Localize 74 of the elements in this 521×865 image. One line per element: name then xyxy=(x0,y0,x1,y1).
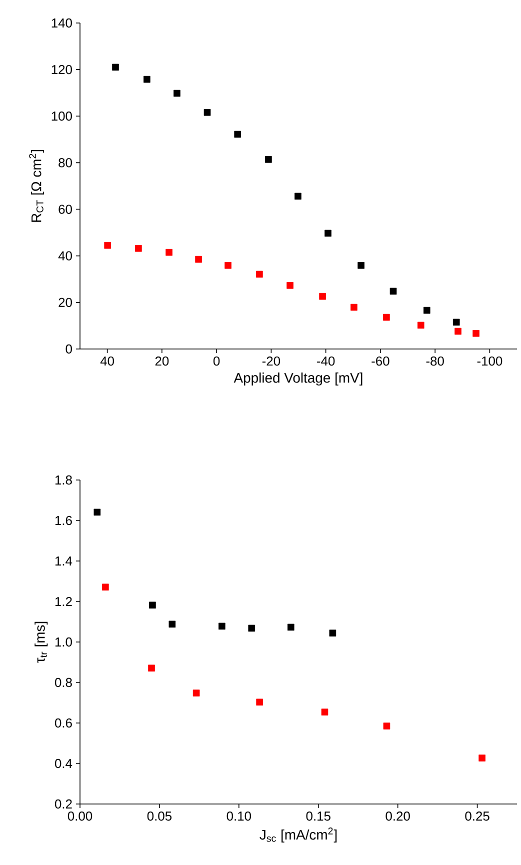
point xyxy=(102,584,109,591)
y-tick-label: 1.4 xyxy=(55,556,72,566)
point xyxy=(329,630,336,636)
point xyxy=(324,230,332,237)
y-tick-label: 120 xyxy=(52,64,72,74)
point xyxy=(218,622,226,630)
point xyxy=(112,64,119,71)
y-tick-label: 1.8 xyxy=(55,475,72,485)
point xyxy=(472,330,480,337)
point xyxy=(248,624,256,632)
point xyxy=(321,708,328,716)
x-tick-label: 0.10 xyxy=(226,812,252,821)
point xyxy=(383,314,390,321)
point xyxy=(286,282,294,289)
x-tick-label: 0.25 xyxy=(465,812,490,821)
y-tick-label: 0.2 xyxy=(54,799,72,809)
point xyxy=(417,322,424,329)
y-tick-label: 40 xyxy=(58,251,72,260)
point xyxy=(390,288,397,295)
y-tick-label: 1.6 xyxy=(55,516,72,526)
point xyxy=(135,245,142,252)
x-tick-label: -40 xyxy=(317,356,335,366)
point xyxy=(104,242,111,249)
x-tick-label: 0.15 xyxy=(306,812,330,821)
y-tick-label: 80 xyxy=(58,158,72,168)
x-tick-label: 0.05 xyxy=(147,812,172,821)
y-tick-label: 100 xyxy=(52,112,72,121)
x-tick-label: 40 xyxy=(100,356,114,366)
y-tick-label: 60 xyxy=(58,204,72,214)
point xyxy=(256,270,263,278)
y-tick-label: 1.2 xyxy=(55,596,72,606)
x-tick-label: -60 xyxy=(372,356,390,366)
point xyxy=(148,664,155,672)
point xyxy=(454,328,462,335)
x-tick-label: -80 xyxy=(426,356,444,366)
x-axis-title: Applied Voltage [mV] xyxy=(234,372,362,386)
x-tick-label: -20 xyxy=(262,356,280,366)
point xyxy=(350,304,358,311)
point xyxy=(166,248,172,256)
x-axis-title: J$_{sc}$ [mA/cm$^{2}$] xyxy=(260,828,337,842)
x-tick-label: 0 xyxy=(213,356,220,366)
point xyxy=(294,192,302,200)
x-tick-label: 0.20 xyxy=(386,812,410,821)
point xyxy=(265,156,272,163)
point xyxy=(256,698,263,706)
y-tick-label: 140 xyxy=(52,18,72,28)
x-tick-label: 0.00 xyxy=(68,812,92,821)
point xyxy=(224,262,232,269)
point xyxy=(144,76,150,83)
point xyxy=(358,262,364,269)
point xyxy=(192,690,200,696)
point xyxy=(204,109,211,116)
point xyxy=(174,90,180,97)
point xyxy=(195,256,202,263)
y-axis-title: τ$_{tr}$ [ms] xyxy=(34,622,48,663)
point xyxy=(287,624,294,631)
point xyxy=(478,754,486,762)
x-tick-label: 20 xyxy=(155,356,169,366)
point xyxy=(168,620,176,628)
y-axis-title: R$_{CT}$ [Ω cm$^{2}$] xyxy=(29,150,44,222)
y-tick-label: 0.4 xyxy=(54,758,72,768)
y-tick-label: 0.8 xyxy=(54,678,72,688)
y-tick-label: 1.0 xyxy=(55,637,72,647)
point xyxy=(319,292,326,300)
point xyxy=(383,722,390,730)
y-tick-label: 0 xyxy=(66,344,72,354)
point xyxy=(452,318,460,326)
y-tick-label: 0.6 xyxy=(54,718,72,728)
y-tick-label: 20 xyxy=(58,298,72,308)
x-tick-label: -100 xyxy=(477,356,502,366)
point xyxy=(149,602,156,609)
point xyxy=(234,130,241,138)
point xyxy=(94,508,101,516)
point xyxy=(423,306,430,314)
